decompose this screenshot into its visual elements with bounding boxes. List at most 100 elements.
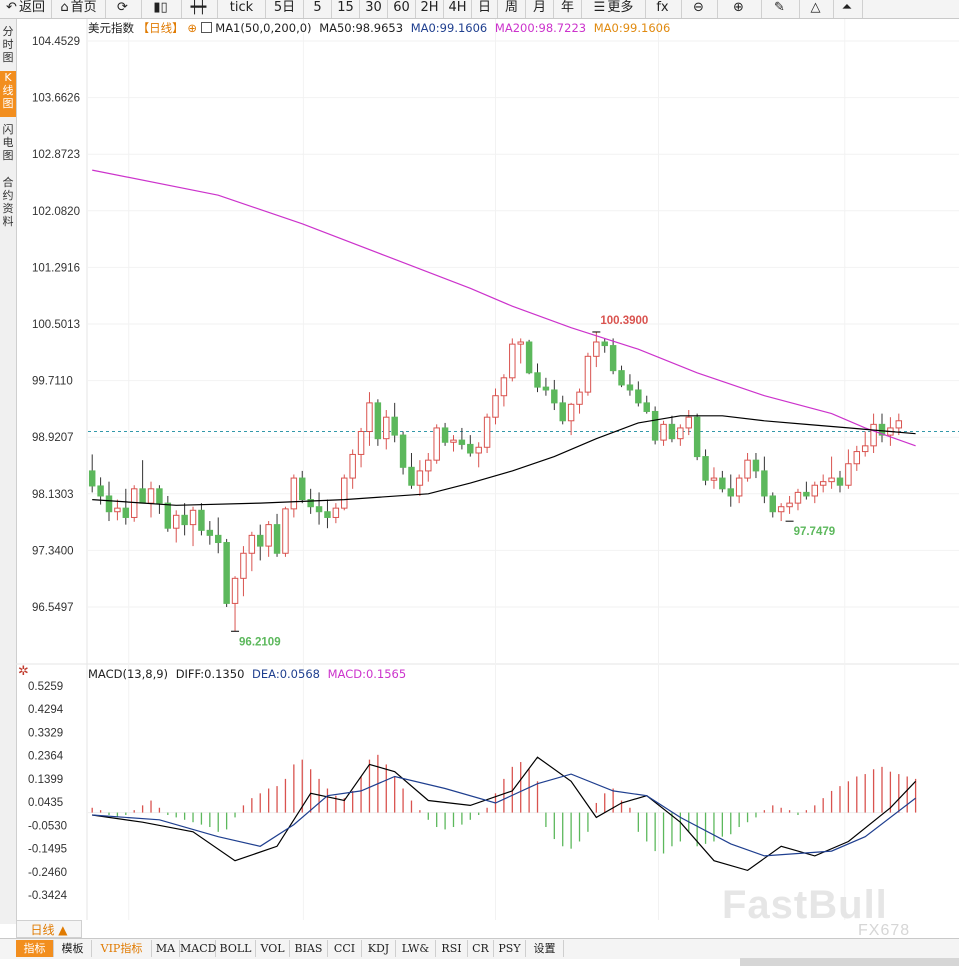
toolbar-item-13[interactable]: 日 [472, 0, 498, 18]
y-tick-label: 99.7110 [32, 376, 73, 388]
toolbar-item-1[interactable]: ⌂ 首页 [52, 0, 106, 18]
candle-body [870, 423, 877, 447]
toolbar-item-19[interactable]: ⊖ [682, 0, 718, 18]
macd-y-tick-label: 0.3329 [28, 727, 63, 739]
candle-body [534, 372, 541, 388]
toolbar-item-17[interactable]: ☰ 更多 [582, 0, 646, 18]
candle-body [341, 477, 348, 509]
toolbar-item-14[interactable]: 周 [498, 0, 526, 18]
macd-diff-line [92, 756, 917, 872]
watermark: FastBull [722, 883, 888, 927]
indicator-tab-1[interactable]: 模板 [54, 940, 92, 957]
candle-body [551, 389, 558, 404]
macd-dea-value: DEA:0.0568 [252, 667, 320, 681]
candle-body [593, 341, 600, 357]
candle-body [475, 446, 482, 454]
candle-body [273, 524, 281, 554]
indicator-tab-12[interactable]: CR [468, 940, 494, 957]
toolbar-item-23[interactable]: ⏶ [834, 0, 863, 18]
toolbar-item-2[interactable]: ⟳ [106, 0, 142, 18]
nav-item-0[interactable]: 分时图 [2, 25, 14, 64]
toolbar-item-6[interactable]: 5日 [266, 0, 304, 18]
candlestick-chart-icon: ▮▯ [153, 0, 168, 15]
horizontal-scrollbar[interactable] [740, 958, 959, 966]
toolbar-item-16[interactable]: 年 [554, 0, 582, 18]
toolbar-item-12[interactable]: 4H [444, 0, 472, 18]
indicator-tab-9[interactable]: KDJ [362, 940, 396, 957]
period-label[interactable]: 【日线】 [137, 21, 184, 35]
indicator-tab-2[interactable]: VIP指标 [92, 940, 152, 957]
indicator-tab-5[interactable]: BOLL [216, 940, 256, 957]
toolbar-item-11[interactable]: 2H [416, 0, 444, 18]
candle-body [332, 507, 340, 518]
candle-body [769, 495, 776, 513]
candle-body [164, 502, 172, 529]
candle-body [693, 416, 701, 458]
candle-body [895, 420, 903, 429]
toolbar-item-0[interactable]: ↶ 返回 [0, 0, 52, 18]
indicator-tab-11[interactable]: RSI [436, 940, 468, 957]
candle-body [635, 389, 642, 404]
nav-item-2[interactable]: 闪电图 [2, 123, 14, 162]
macd-y-tick-label: 0.2364 [28, 751, 64, 763]
indicator-tab-13[interactable]: PSY [494, 940, 526, 957]
candle-body [727, 488, 734, 497]
macd-settings-icon[interactable]: ✲ [18, 664, 29, 679]
indicator-tab-6[interactable]: VOL [256, 940, 290, 957]
indicator-tab-8[interactable]: CCI [328, 940, 362, 957]
toolbar-item-5[interactable]: tick [218, 0, 266, 18]
toolbar-label: 返回 [18, 0, 45, 15]
candle-body [357, 431, 365, 455]
macd-diff-value: DIFF:0.1350 [175, 667, 245, 681]
toolbar-item-4[interactable]: ┿┿ [182, 0, 218, 18]
candle-body [399, 434, 407, 468]
toolbar-item-8[interactable]: 15 [332, 0, 360, 18]
toolbar-label: tick [229, 0, 254, 15]
candle-body [609, 345, 617, 372]
triangle-icon: △ [810, 0, 821, 15]
indicator-toggle-icon[interactable] [200, 22, 212, 33]
toolbar-item-20[interactable]: ⊕ [718, 0, 762, 18]
indicator-tab-0[interactable]: 指标 [16, 940, 54, 957]
candle-body [777, 506, 785, 513]
candle-body [719, 477, 726, 490]
left-view-switcher: 分时图 K线图闪电图合约资料 [0, 19, 17, 924]
toolbar-item-10[interactable]: 60 [388, 0, 416, 18]
settings-icon[interactable]: ⊕ [187, 21, 197, 35]
candle-body [861, 445, 869, 453]
macd-header: MACD(13,8,9) DIFF:0.1350 DEA:0.0568 MACD… [88, 667, 406, 681]
toolbar-item-21[interactable]: ✎ [762, 0, 800, 18]
macd-y-tick-label: -0.1495 [28, 844, 67, 856]
toolbar-item-22[interactable]: △ [800, 0, 834, 18]
candle-body [366, 402, 373, 433]
indicator-tab-10[interactable]: LW& [396, 940, 436, 957]
candle-body [315, 506, 323, 513]
toolbar-item-15[interactable]: 月 [526, 0, 554, 18]
period-button[interactable]: 日线 ▲ [16, 920, 82, 938]
y-tick-label: 101.2916 [32, 262, 80, 274]
candle-body [299, 477, 306, 501]
toolbar-item-9[interactable]: 30 [360, 0, 388, 18]
candle-body [88, 470, 96, 487]
toolbar-label: 日 [477, 0, 491, 15]
toolbar-item-7[interactable]: 5 [304, 0, 332, 18]
chart-canvas[interactable]: 104.4529 103.6626 102.8723 102.0820 101.2916… [0, 0, 959, 920]
toolbar-label: 2H [420, 0, 439, 15]
toolbar-item-3[interactable]: ▮▯ [142, 0, 182, 18]
nav-item-3[interactable]: 合约资料 [2, 176, 14, 228]
macd-name: MACD(13,8,9) [88, 667, 169, 681]
nav-item-1[interactable]: K线图 [0, 71, 16, 117]
indicator-tab-14[interactable]: 设置 [526, 940, 564, 957]
indicator-tab-4[interactable]: MACD [180, 940, 217, 957]
indicator-tab-7[interactable]: BIAS [290, 940, 328, 957]
candle-body [307, 499, 314, 508]
indicator-tabs-bar: 指标 模板 VIP指标 MA MACD BOLL VOL BIAS CCI KDJ LW& RSI CR… [0, 938, 959, 959]
candle-body [509, 343, 516, 379]
candle-body [559, 402, 566, 422]
indicator-tab-3[interactable]: MA [152, 940, 180, 957]
toolbar-item-18[interactable]: fx [646, 0, 682, 18]
candle-body [878, 423, 886, 436]
y-tick-label: 100.5013 [32, 319, 80, 331]
candle-body [744, 459, 751, 479]
candle-body [483, 416, 491, 448]
